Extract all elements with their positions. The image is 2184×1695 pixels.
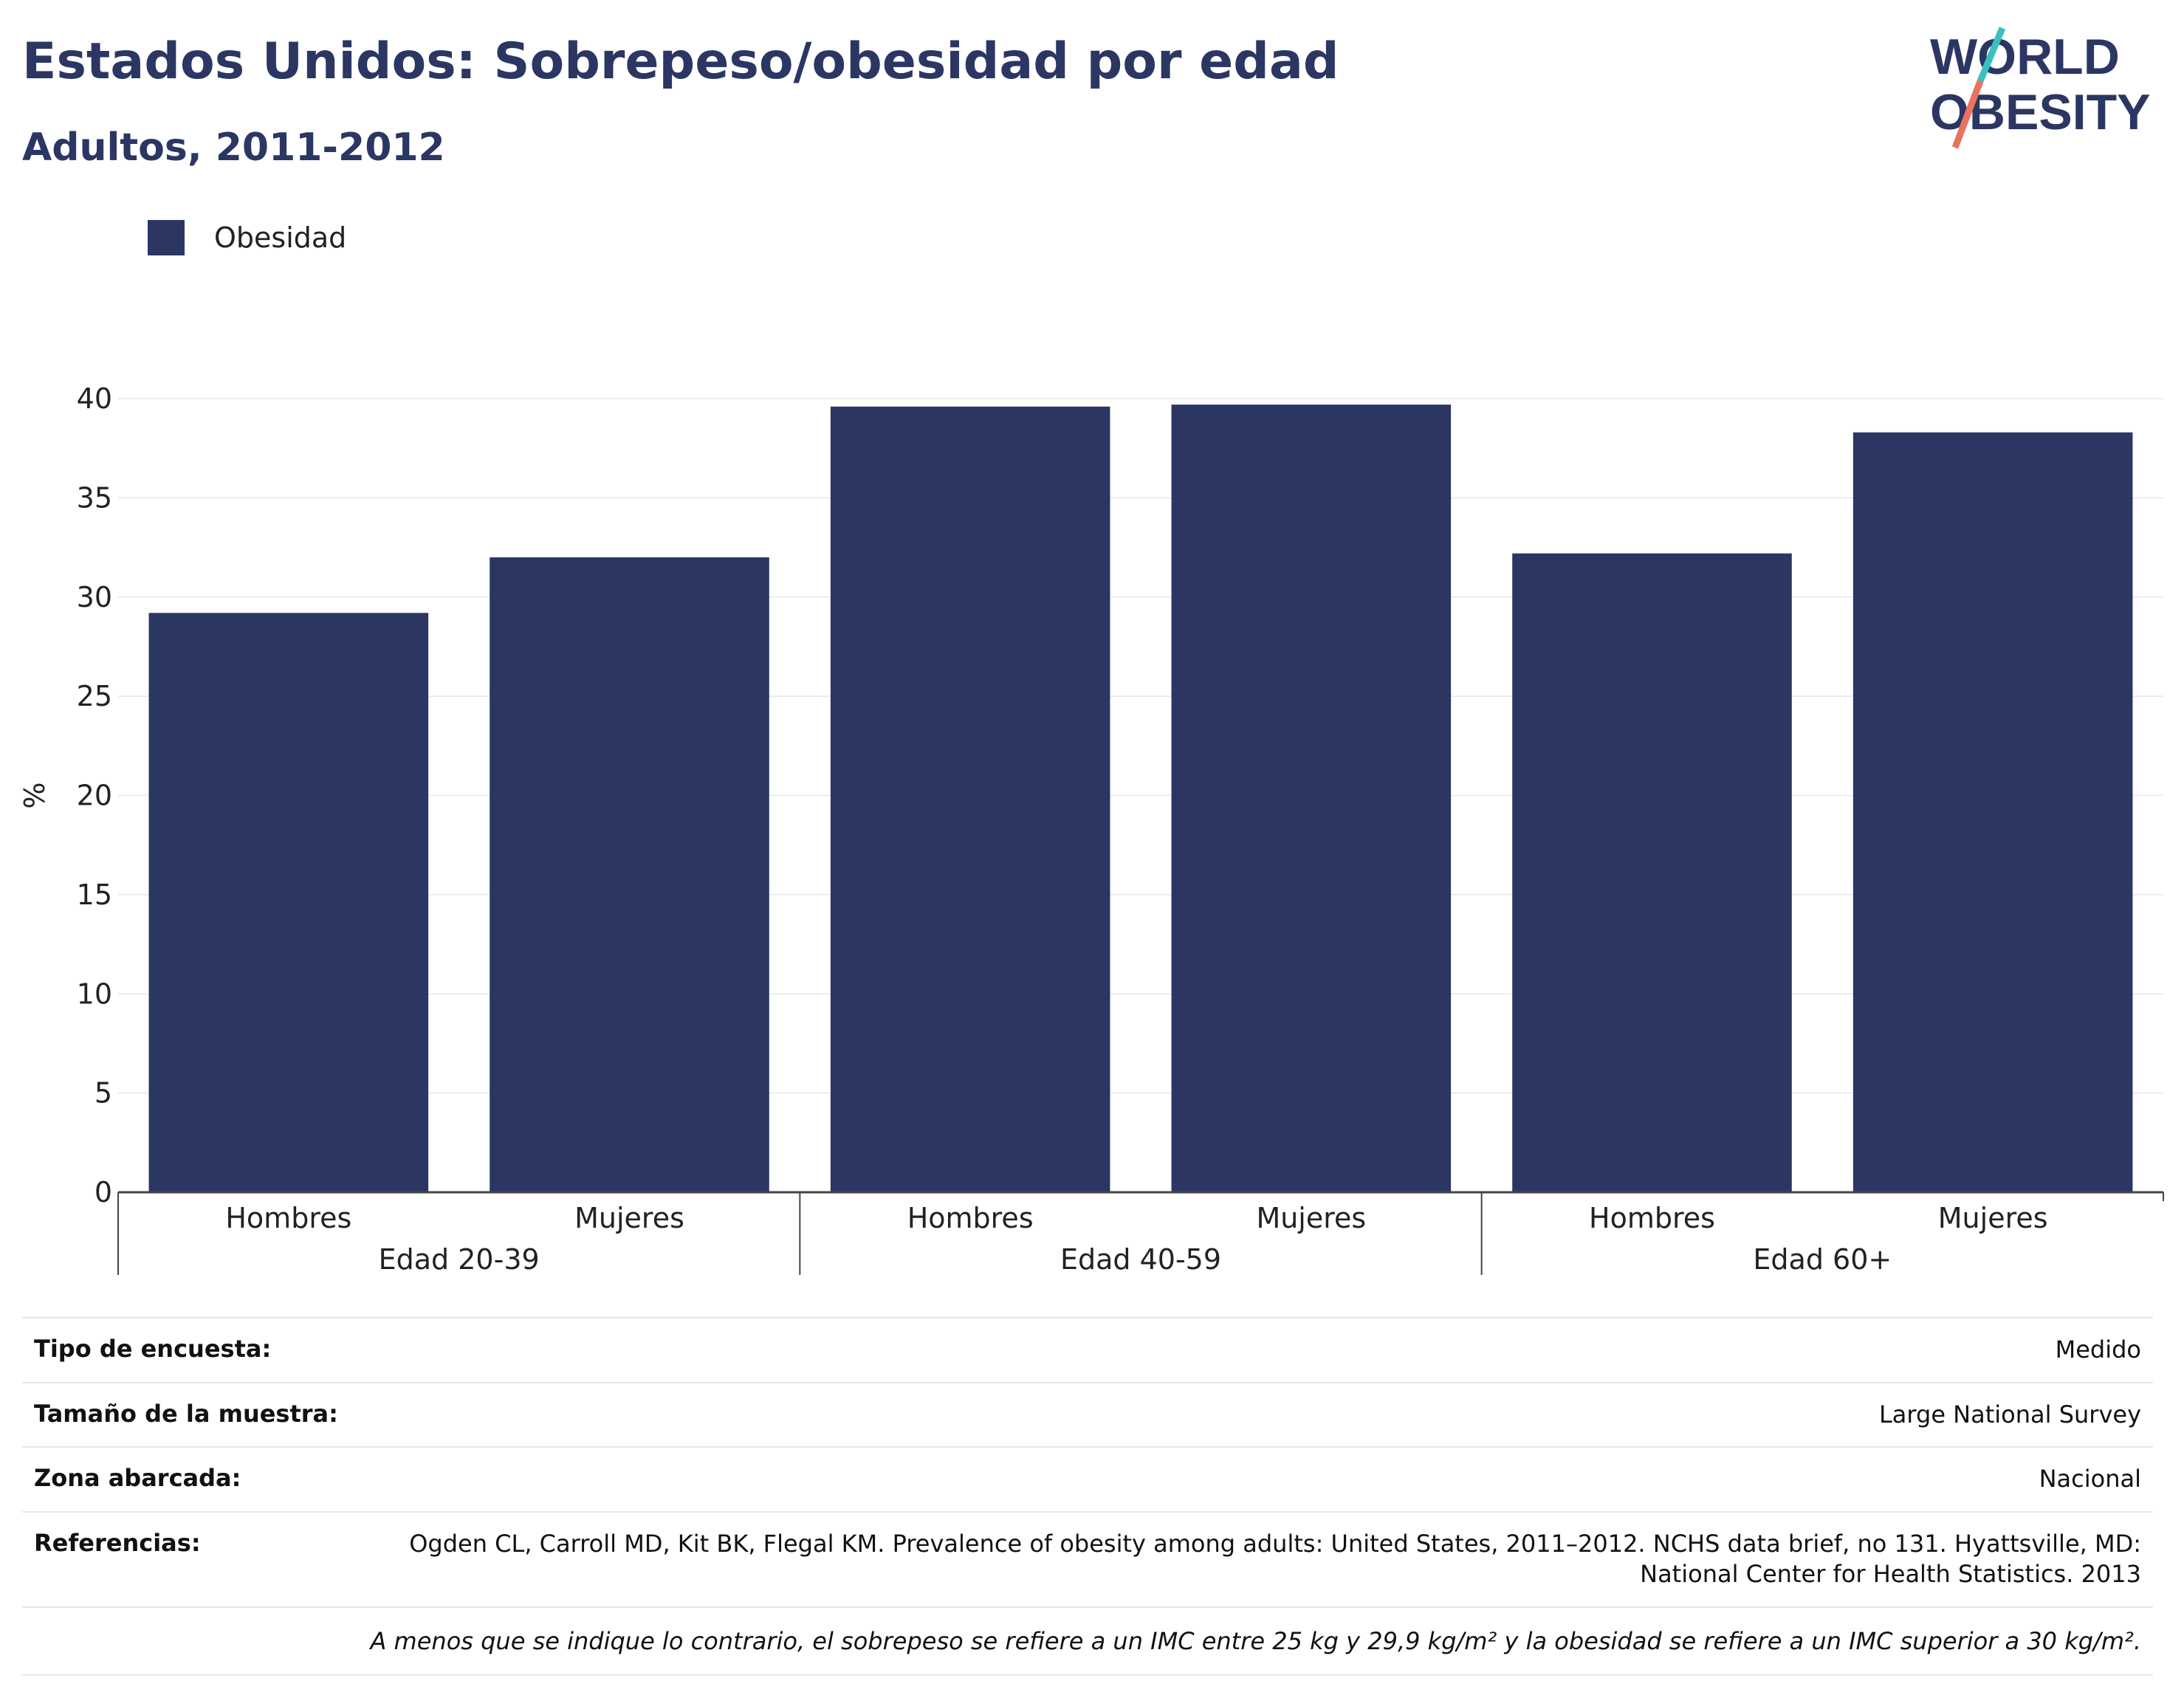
info-row-note: A menos que se indique lo contrario, el … — [22, 1606, 2153, 1675]
survey-info-table: Tipo de encuesta: Medido Tamaño de la mu… — [22, 1317, 2153, 1676]
info-value: Medido — [2055, 1335, 2141, 1364]
bar — [1512, 553, 1792, 1192]
grid-lines — [118, 398, 2163, 1094]
world-obesity-logo: WORLD OBESITY — [1930, 27, 2151, 149]
info-row-references: Referencias: Ogden CL, Carroll MD, Kit B… — [22, 1511, 2153, 1607]
y-tick-label: 15 — [77, 879, 112, 911]
y-tick-label: 35 — [77, 481, 112, 514]
bar — [490, 557, 769, 1192]
x-group-label: Edad 20-39 — [379, 1243, 540, 1276]
x-category-label: Hombres — [1589, 1202, 1715, 1234]
info-label: Referencias: — [34, 1528, 201, 1557]
definition-note: A menos que se indique lo contrario, el … — [370, 1626, 2141, 1655]
chart-title: Estados Unidos: Sobrepeso/obesidad por e… — [22, 32, 1339, 91]
info-row-sample-size: Tamaño de la muestra: Large National Sur… — [22, 1382, 2153, 1448]
x-category-label: Mujeres — [574, 1202, 684, 1234]
y-tick-label: 40 — [77, 382, 112, 415]
x-category-label: Mujeres — [1256, 1202, 1366, 1234]
logo-slash-teal — [1977, 27, 2006, 83]
info-label: Zona abarcada: — [34, 1464, 241, 1493]
info-value: Large National Survey — [1878, 1400, 2141, 1428]
bar — [1852, 432, 2133, 1192]
info-value: Ogden CL, Carroll MD, Kit BK, Flegal KM.… — [409, 1529, 2141, 1589]
chart-subtitle: Adultos, 2011-2012 — [22, 126, 445, 170]
y-tick-label: 20 — [77, 780, 112, 812]
info-value: Nacional — [2039, 1465, 2141, 1493]
bar-chart: 0 5 10 15 20 25 30 35 40 Hombres Mujeres Edad 20-3… — [18, 382, 2164, 1276]
info-row-survey-type: Tipo de encuesta: Medido — [22, 1318, 2153, 1383]
x-group-label: Edad 60+ — [1753, 1243, 1892, 1276]
x-category-label: Hombres — [907, 1202, 1034, 1234]
bars — [148, 405, 2133, 1192]
y-tick-label: 25 — [77, 680, 112, 712]
y-axis: 0 5 10 15 20 25 30 35 40 — [77, 382, 112, 1208]
y-tick-label: 10 — [77, 977, 112, 1010]
info-label: Tipo de encuesta: — [34, 1335, 272, 1363]
x-category-label: Mujeres — [1938, 1202, 2048, 1234]
bar — [148, 613, 429, 1192]
x-axis: Hombres Mujeres Edad 20-39 Hombres Mujeres Ed… — [117, 1191, 2164, 1276]
chart-legend: Obesidad — [148, 220, 346, 255]
y-tick-label: 5 — [95, 1077, 112, 1110]
y-tick-label: 0 — [95, 1176, 112, 1208]
bar — [830, 406, 1110, 1192]
bar — [1171, 405, 1452, 1192]
info-label: Tamaño de la muestra: — [34, 1399, 338, 1428]
info-row-coverage: Zona abarcada: Nacional — [22, 1447, 2153, 1512]
legend-swatch-obesidad — [148, 220, 185, 255]
x-group-label: Edad 40-59 — [1060, 1243, 1221, 1276]
x-category-label: Hombres — [225, 1202, 351, 1234]
logo-slash-coral — [1951, 80, 1984, 149]
logo-line-1: WORLD — [1930, 29, 2120, 85]
legend-label-obesidad: Obesidad — [214, 221, 347, 254]
y-tick-label: 30 — [77, 581, 112, 613]
y-axis-label: % — [18, 782, 51, 808]
